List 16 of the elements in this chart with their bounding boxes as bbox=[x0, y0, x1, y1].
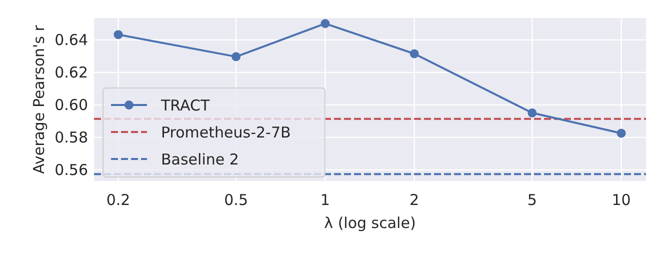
x-tick-label: 1 bbox=[320, 191, 330, 209]
legend-label: Prometheus-2-7B bbox=[161, 123, 291, 142]
y-tick-label: 0.62 bbox=[54, 64, 88, 82]
y-tick-label: 0.64 bbox=[54, 31, 88, 50]
y-axis-title: Average Pearson's r bbox=[30, 24, 48, 174]
legend-label: Baseline 2 bbox=[161, 150, 239, 168]
x-tick-label: 0.5 bbox=[224, 191, 248, 209]
legend-label: TRACT bbox=[160, 96, 210, 114]
x-tick-label: 2 bbox=[410, 191, 420, 209]
y-tick-label: 0.58 bbox=[54, 128, 88, 147]
y-tick-label: 0.60 bbox=[54, 96, 88, 114]
x-axis-title: λ (log scale) bbox=[324, 214, 416, 232]
x-tick-label: 0.2 bbox=[106, 191, 130, 209]
y-tick-label: 0.56 bbox=[54, 161, 88, 180]
x-tick-label: 5 bbox=[527, 191, 537, 209]
x-tick-label: 10 bbox=[612, 191, 631, 209]
